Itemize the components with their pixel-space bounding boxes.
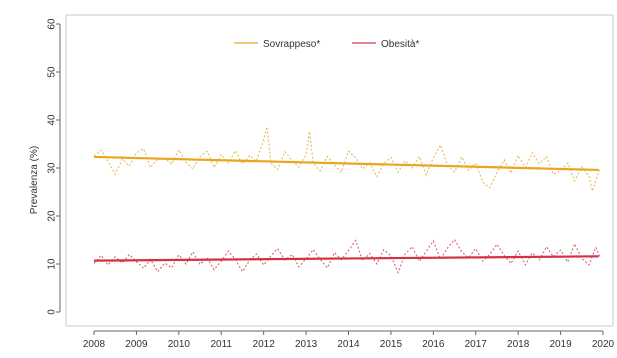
axis-layer: 0 10 20 30 40 50 60 2008 2009 2010 2011 2012 2013 201… — [47, 14, 615, 350]
x-tick-label: 2013 — [295, 339, 318, 350]
x-tick-label: 2012 — [253, 339, 276, 350]
x-tick-label: 2009 — [125, 339, 148, 350]
series-0-observed-line — [93, 126, 601, 194]
y-tick-label: 40 — [47, 114, 58, 126]
y-tick-label: 50 — [47, 66, 58, 78]
series-0-trend-line — [93, 155, 599, 172]
series-1-observed-line — [93, 238, 601, 275]
y-tick-label: 20 — [47, 210, 58, 222]
x-tick-label: 2020 — [592, 339, 615, 350]
legend: Sovrappeso* Obesità* — [234, 39, 419, 50]
y-tick-label: 60 — [47, 18, 58, 30]
x-tick-label: 2019 — [549, 339, 572, 350]
x-tick-label: 2017 — [465, 339, 488, 350]
x-tick-label: 2010 — [168, 339, 191, 350]
x-tick-label: 2016 — [422, 339, 445, 350]
x-tick-label: 2015 — [380, 339, 403, 350]
y-tick-label: 30 — [47, 162, 58, 174]
x-tick-label: 2011 — [210, 339, 232, 350]
x-tick-label: 2008 — [83, 339, 106, 350]
x-tick-label: 2014 — [337, 339, 360, 350]
y-tick-label: 0 — [47, 309, 58, 315]
series-0 — [93, 126, 601, 194]
data-layer — [93, 126, 601, 275]
y-axis-title: Prevalenza (%) — [29, 146, 40, 214]
y-tick-label: 10 — [47, 258, 58, 270]
series-1 — [93, 238, 601, 275]
series-1-trend-line — [93, 255, 599, 262]
x-tick-label: 2018 — [507, 339, 530, 350]
legend-label-0: Sovrappeso* — [263, 39, 320, 50]
legend-label-1: Obesità* — [381, 39, 419, 50]
